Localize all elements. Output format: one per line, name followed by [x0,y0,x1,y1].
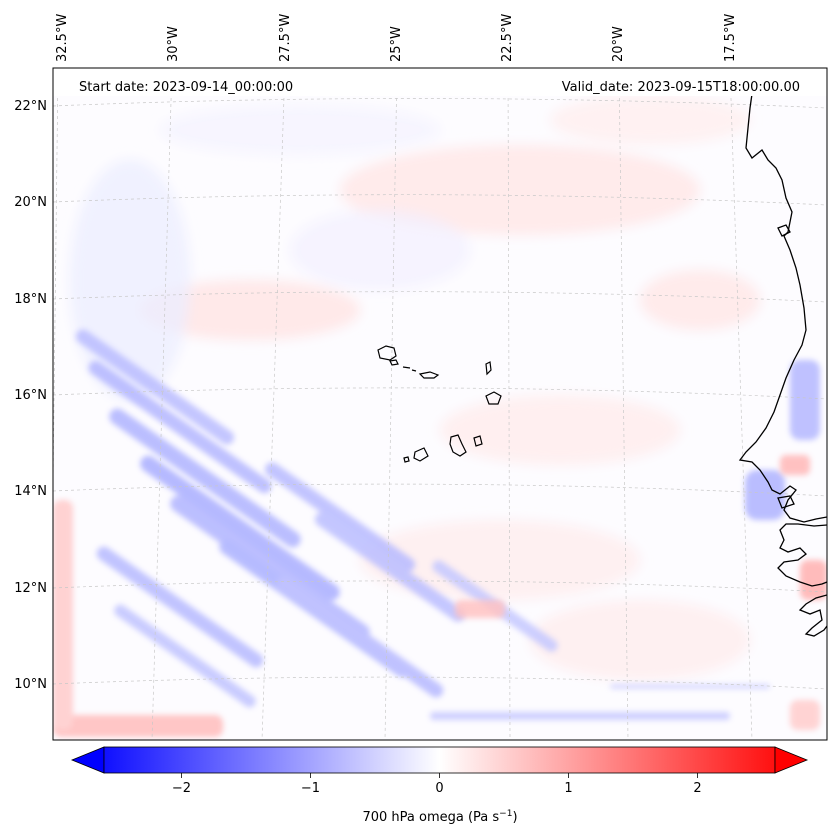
lat-label-16N: 16°N [14,388,47,403]
gridline-lon-30 [151,68,173,740]
colorbar-tick-label: −2 [172,781,191,796]
start-date-label: Start date: 2023-09-14_00:00:00 [79,80,293,95]
island-sal [485,361,492,376]
coastline [738,93,827,637]
colorbar-tick-label: 1 [564,781,572,796]
gridline-lat-14 [53,483,827,497]
lon-label-25W: 25°W [389,26,404,62]
gridline-lon-17.5 [729,68,753,740]
colorbar-tick-label: 0 [435,781,443,796]
gridline-lat-12 [53,580,827,593]
gridline-lon-32.5 [53,68,59,518]
lon-label-27.5W: 27.5°W [278,14,293,62]
lat-tick-labels: 10°N 12°N 14°N 16°N 18°N 20°N 22°N [14,99,47,692]
colorbar-title-sup: −1 [499,809,512,819]
lat-label-12N: 12°N [14,581,47,596]
island-maio [473,435,483,447]
island-fogo [413,447,429,462]
gridline-lon-22.5 [507,68,511,740]
colorbar-tick-label: −1 [301,781,320,796]
omega-field [53,95,827,737]
gridline-lat-10 [53,676,827,690]
lon-tick-labels: 32.5°W 30°W 27.5°W 25°W 22.5°W 20°W 17.5… [55,14,738,62]
valid-date-label: Valid_date: 2023-09-15T18:00:00.00 [562,80,800,95]
lon-label-20W: 20°W [611,26,626,62]
island-sao-nicolau [418,371,440,379]
island-sao-vicente [389,359,399,366]
lon-label-32.5W: 32.5°W [55,14,70,62]
map-frame [52,67,828,741]
colorbar: −2 −1 0 1 2 700 hPa omega (Pa s−1) [70,746,809,825]
island-santa-luzia [402,366,417,372]
gridline-lat-16 [53,387,827,400]
colorbar-tick-label: 2 [693,781,701,796]
west-africa-coastline [738,93,827,637]
gridline-lat-20 [53,194,827,206]
header-strip [53,68,827,96]
island-boa-vista [485,391,502,405]
colorbar-title: 700 hPa omega (Pa s−1) [362,809,517,825]
gridlines [53,68,827,740]
colorbar-extend-min [70,746,105,774]
colorbar-title-main: 700 hPa omega (Pa s [362,810,499,825]
gridline-lon-20 [618,68,629,740]
lon-label-22.5W: 22.5°W [500,14,515,62]
island-brava [403,456,410,463]
lon-label-30W: 30°W [166,26,181,62]
lat-label-14N: 14°N [14,484,47,499]
gridline-lat-22 [53,98,827,109]
omega-broad-texture [70,95,760,680]
gridline-lon-27.5 [261,68,286,740]
lat-label-20N: 20°N [14,195,47,210]
gridline-lat-18 [53,291,827,303]
lat-label-10N: 10°N [14,677,47,692]
map-panel: Start date: 2023-09-14_00:00:00 Valid_da… [52,67,828,741]
lon-label-17.5W: 17.5°W [723,14,738,62]
cape-verde-islands [377,345,502,463]
omega-negative-bands [75,329,820,720]
colorbar-gradient [103,746,776,774]
lat-label-22N: 22°N [14,99,47,114]
colorbar-title-end: ) [512,810,517,825]
island-santiago [449,434,467,457]
island-santo-antao [377,345,397,361]
omega-positive-patches [53,455,827,737]
gridline-lon-25 [384,68,398,740]
colorbar-extend-max [774,746,809,774]
lat-label-18N: 18°N [14,292,47,307]
colorbar-ticks: −2 −1 0 1 2 [172,773,702,796]
